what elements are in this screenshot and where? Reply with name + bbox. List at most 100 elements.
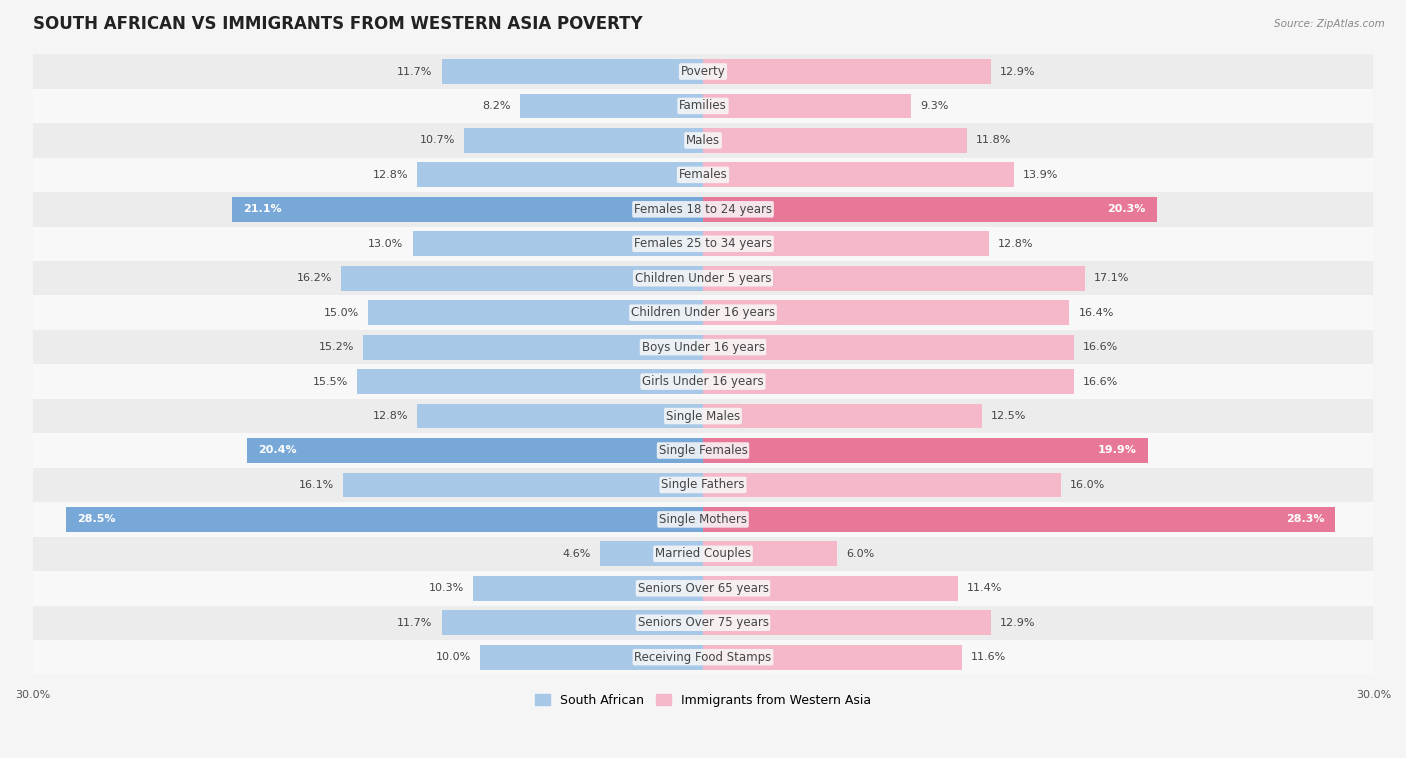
Bar: [464, 128, 703, 153]
Text: SOUTH AFRICAN VS IMMIGRANTS FROM WESTERN ASIA POVERTY: SOUTH AFRICAN VS IMMIGRANTS FROM WESTERN…: [32, 15, 643, 33]
Text: 16.1%: 16.1%: [299, 480, 335, 490]
Bar: [441, 610, 703, 635]
Text: 21.1%: 21.1%: [243, 205, 281, 215]
Text: Source: ZipAtlas.com: Source: ZipAtlas.com: [1274, 19, 1385, 29]
Text: 9.3%: 9.3%: [920, 101, 948, 111]
Bar: [418, 162, 703, 187]
Bar: [703, 231, 988, 256]
Bar: [32, 434, 1374, 468]
Text: 12.5%: 12.5%: [991, 411, 1026, 421]
Bar: [32, 330, 1374, 365]
Bar: [703, 472, 1060, 497]
Bar: [703, 300, 1070, 325]
Text: Boys Under 16 years: Boys Under 16 years: [641, 340, 765, 354]
Bar: [32, 606, 1374, 640]
Text: Children Under 16 years: Children Under 16 years: [631, 306, 775, 319]
Bar: [342, 266, 703, 290]
Text: Girls Under 16 years: Girls Under 16 years: [643, 375, 763, 388]
Text: Poverty: Poverty: [681, 65, 725, 78]
Bar: [232, 197, 703, 222]
Text: 13.9%: 13.9%: [1022, 170, 1057, 180]
Bar: [703, 162, 1014, 187]
Bar: [32, 537, 1374, 571]
Text: Females: Females: [679, 168, 727, 181]
Bar: [703, 610, 991, 635]
Bar: [32, 261, 1374, 296]
Text: 15.5%: 15.5%: [312, 377, 347, 387]
Bar: [441, 59, 703, 84]
Bar: [520, 93, 703, 118]
Bar: [32, 365, 1374, 399]
Bar: [357, 369, 703, 394]
Bar: [32, 468, 1374, 502]
Bar: [32, 502, 1374, 537]
Bar: [32, 571, 1374, 606]
Bar: [412, 231, 703, 256]
Text: 16.6%: 16.6%: [1083, 342, 1118, 352]
Text: 12.8%: 12.8%: [373, 170, 408, 180]
Bar: [32, 89, 1374, 124]
Text: Children Under 5 years: Children Under 5 years: [634, 271, 772, 285]
Bar: [32, 296, 1374, 330]
Text: 12.9%: 12.9%: [1000, 618, 1036, 628]
Text: Single Females: Single Females: [658, 444, 748, 457]
Bar: [703, 369, 1074, 394]
Bar: [600, 541, 703, 566]
Text: Single Mothers: Single Mothers: [659, 513, 747, 526]
Text: 16.2%: 16.2%: [297, 273, 332, 283]
Text: 8.2%: 8.2%: [482, 101, 510, 111]
Text: 11.4%: 11.4%: [967, 584, 1002, 594]
Text: 11.8%: 11.8%: [976, 136, 1011, 146]
Text: Families: Families: [679, 99, 727, 112]
Text: 16.6%: 16.6%: [1083, 377, 1118, 387]
Bar: [32, 227, 1374, 261]
Text: 20.4%: 20.4%: [259, 446, 297, 456]
Text: 4.6%: 4.6%: [562, 549, 592, 559]
Text: 20.3%: 20.3%: [1107, 205, 1146, 215]
Bar: [703, 438, 1147, 463]
Text: Single Fathers: Single Fathers: [661, 478, 745, 491]
Text: 6.0%: 6.0%: [846, 549, 875, 559]
Bar: [418, 403, 703, 428]
Text: 10.3%: 10.3%: [429, 584, 464, 594]
Text: Seniors Over 65 years: Seniors Over 65 years: [637, 582, 769, 595]
Bar: [32, 192, 1374, 227]
Bar: [363, 335, 703, 359]
Text: Females 18 to 24 years: Females 18 to 24 years: [634, 203, 772, 216]
Bar: [32, 55, 1374, 89]
Text: 11.7%: 11.7%: [398, 67, 433, 77]
Text: Married Couples: Married Couples: [655, 547, 751, 560]
Text: 10.0%: 10.0%: [436, 652, 471, 662]
Text: 15.0%: 15.0%: [323, 308, 359, 318]
Bar: [703, 541, 837, 566]
Bar: [368, 300, 703, 325]
Legend: South African, Immigrants from Western Asia: South African, Immigrants from Western A…: [530, 689, 876, 712]
Text: 16.0%: 16.0%: [1070, 480, 1105, 490]
Text: 10.7%: 10.7%: [419, 136, 456, 146]
Text: Receiving Food Stamps: Receiving Food Stamps: [634, 650, 772, 664]
Text: Seniors Over 75 years: Seniors Over 75 years: [637, 616, 769, 629]
Text: 16.4%: 16.4%: [1078, 308, 1114, 318]
Text: Females 25 to 34 years: Females 25 to 34 years: [634, 237, 772, 250]
Text: Single Males: Single Males: [666, 409, 740, 422]
Bar: [703, 128, 967, 153]
Text: 13.0%: 13.0%: [368, 239, 404, 249]
Bar: [703, 403, 983, 428]
Text: 12.8%: 12.8%: [998, 239, 1033, 249]
Text: 15.2%: 15.2%: [319, 342, 354, 352]
Bar: [703, 576, 957, 600]
Bar: [703, 93, 911, 118]
Bar: [343, 472, 703, 497]
Bar: [32, 158, 1374, 192]
Bar: [703, 335, 1074, 359]
Text: 17.1%: 17.1%: [1094, 273, 1129, 283]
Bar: [703, 59, 991, 84]
Text: 11.6%: 11.6%: [972, 652, 1007, 662]
Bar: [479, 645, 703, 669]
Text: 28.5%: 28.5%: [77, 515, 115, 525]
Text: 12.8%: 12.8%: [373, 411, 408, 421]
Bar: [32, 124, 1374, 158]
Bar: [703, 197, 1157, 222]
Bar: [703, 266, 1085, 290]
Text: 19.9%: 19.9%: [1098, 446, 1136, 456]
